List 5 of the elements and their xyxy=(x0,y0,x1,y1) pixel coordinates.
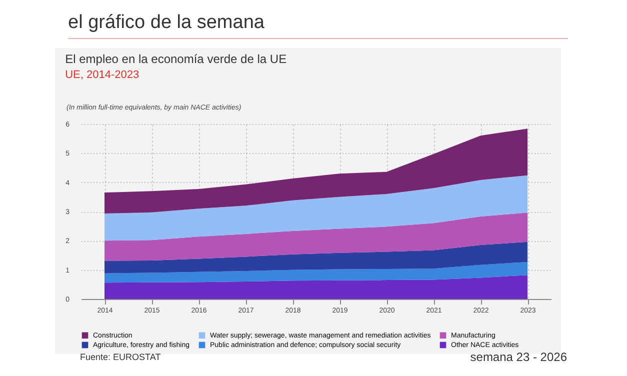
chart-subtitle: UE, 2014-2023 xyxy=(65,69,140,81)
chart-title: El empleo en la economía verde de la UE xyxy=(65,52,287,66)
source-note: Fuente: EUROSTAT xyxy=(80,352,161,362)
text: semana 23 - 2026 xyxy=(470,350,567,364)
text: el gráfico de la semana xyxy=(68,12,568,39)
